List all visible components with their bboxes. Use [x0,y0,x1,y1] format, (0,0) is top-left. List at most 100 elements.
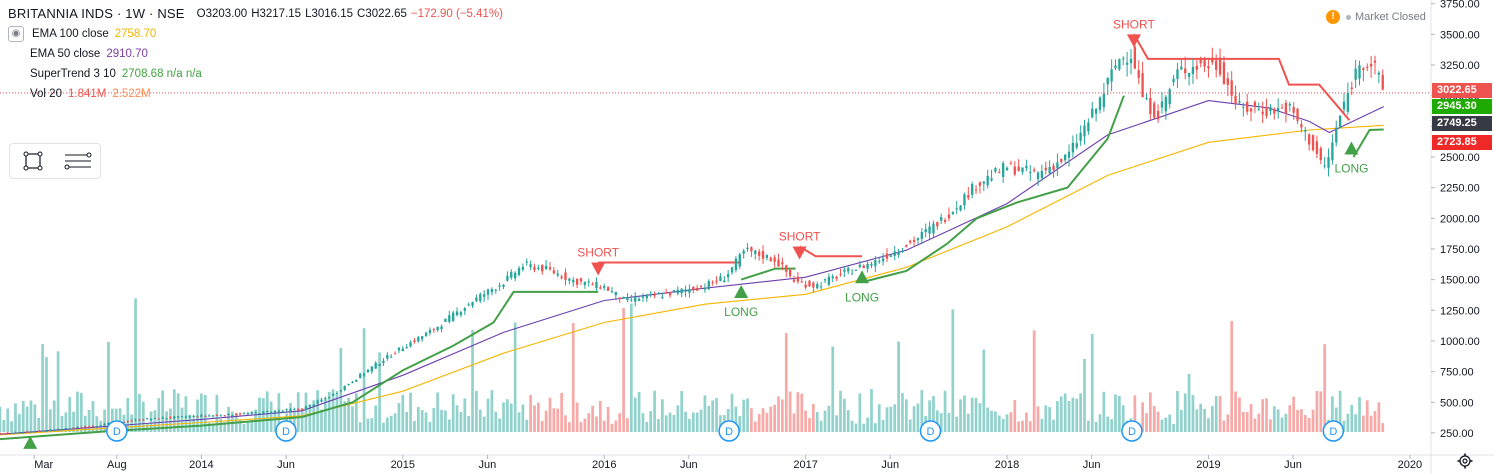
volume-bar [211,423,215,432]
volume-bar [897,341,900,432]
candle-body [362,373,366,376]
candle-body [1071,142,1075,153]
x-tick-label: 2019 [1196,459,1220,471]
volume-bar [475,390,478,432]
volume-bar [149,411,153,432]
candle-body [1191,67,1195,75]
warning-icon[interactable]: ! [1326,10,1340,24]
candle-body [200,415,203,417]
volume-bar [1230,321,1234,432]
volume-bar [730,393,734,432]
eye-icon[interactable]: ◉ [8,26,24,42]
volume-bar [1145,413,1148,432]
volume-bar [1331,396,1334,432]
candle-body [1187,72,1191,77]
volume-bar [269,401,273,432]
candle-body [1226,78,1229,85]
volume-bar [994,411,997,432]
volume-bar [1292,396,1296,432]
volume-bar [1303,415,1307,432]
volume-bar [1160,419,1164,432]
volume-bar [118,408,122,432]
candle-body [161,417,164,419]
candle-body [730,267,734,273]
volume-bar [1079,393,1082,432]
volume-bar [351,406,354,432]
candle-body [881,258,885,262]
candle-body [1277,107,1280,112]
volume-bar [207,422,211,432]
candle-body [1094,109,1098,114]
symbol-title[interactable]: BRITANNIA INDS · 1W · NSE [8,6,185,21]
volume-bar [765,412,769,432]
candle-body [76,426,79,428]
short-signal-label: SHORT [1113,17,1155,31]
candle-body [974,189,978,191]
gear-icon[interactable] [1457,453,1473,469]
volume-bar [91,401,95,432]
volume-bar [370,418,374,432]
volume-bar [943,390,947,432]
volume-bar [1338,390,1342,432]
candle-body [421,336,424,340]
indicator-ema50[interactable]: EMA 50 close 2910.70 [8,44,503,64]
candle-body [757,251,761,256]
volume-bar [641,413,645,432]
indicator-ema100[interactable]: ◉ EMA 100 close 2758.70 [8,24,503,44]
volume-bar [657,418,660,432]
volume-bar [176,393,180,432]
indicator-supertrend[interactable]: SuperTrend 3 10 2708.68 n/a n/a [8,64,503,84]
volume-bar [405,411,409,432]
candle-body [1156,110,1160,120]
candle-body [889,255,893,257]
candle-body [676,289,679,294]
candle-body [668,292,672,296]
candle-body [1230,80,1233,96]
candle-body [401,348,404,352]
candle-body [544,265,548,270]
volume-bar [1373,410,1377,432]
volume-bar [854,423,858,432]
candle-body [510,271,513,278]
volume-bar [490,390,494,432]
candle-body [727,274,730,278]
candle-body [1261,111,1264,115]
volume-bar [25,406,29,432]
volume-bar [18,414,21,432]
candle-body [1067,151,1071,158]
volume-bar [626,418,629,432]
candle-body [595,281,598,288]
candle-body [1199,59,1202,64]
candle-body [719,276,722,281]
volume-bar [885,407,889,432]
candle-body [378,363,381,366]
volume-bar [873,423,877,432]
candle-body [847,267,850,272]
volume-bar [1071,397,1075,432]
volume-bar [1257,413,1261,432]
candle-body [448,315,451,322]
horizontal-lines-tool-icon[interactable] [63,148,93,174]
volume-bar [1241,411,1245,432]
candle-body [1017,166,1020,172]
volume-bar [804,410,807,432]
candle-body [603,286,606,288]
candle-body [978,182,982,186]
short-signal-arrow [591,262,606,276]
volume-bar [862,423,866,432]
volume-bar [1036,406,1040,432]
candle-body [665,292,668,294]
rectangle-tool-icon[interactable] [18,148,48,174]
volume-bar [83,415,87,432]
volume-bar [64,412,68,432]
volume-bar [1272,406,1276,432]
candle-body [529,264,532,268]
volume-bar [87,409,91,432]
candle-body [1327,157,1330,168]
candle-body [1052,165,1055,171]
indicator-volume[interactable]: Vol 20 1.841M 2.522M [8,84,503,104]
x-tick-label: Jun [1083,459,1101,471]
long-signal-arrow [23,435,38,449]
candle-body [223,415,226,417]
